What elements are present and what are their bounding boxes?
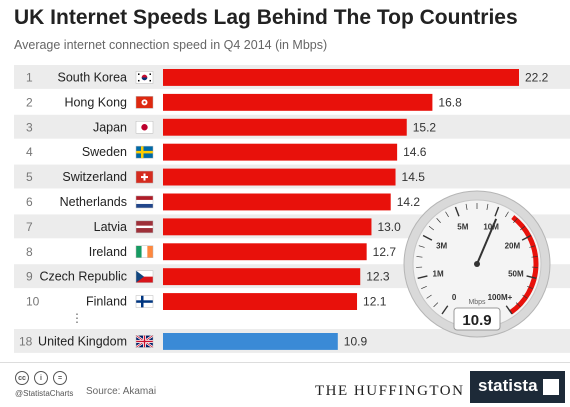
value-label: 14.2 [397,195,421,209]
switzerland-flag [136,171,153,183]
country-label: Czech Republic [39,270,127,284]
country-label: Ireland [89,245,127,259]
rank-label: 9 [26,270,33,284]
gauge-tick-label: 3M [436,241,447,250]
bar [163,69,519,86]
value-label: 16.8 [438,95,462,109]
finland-flag [136,296,153,308]
czech-republic-flag [136,271,153,283]
gauge-tick-label: 50M [508,269,524,278]
no-derivatives-icon: = [53,371,67,385]
statista-mark-icon [543,379,559,395]
country-label: Sweden [82,145,127,159]
rank-label: 6 [26,195,33,209]
bar [163,194,391,211]
united-kingdom-flag [136,335,153,347]
gauge-tick-label: 0 [452,293,457,302]
country-label: Japan [93,120,127,134]
value-label: 15.2 [413,120,437,134]
south-korea-flag [136,71,153,83]
gauge-tick-label: 20M [505,241,521,250]
ellipsis-label: ⋮ [71,311,83,325]
country-label: Latvia [94,220,127,234]
country-label: Hong Kong [64,95,127,109]
bar [163,268,360,285]
rank-label: 10 [26,295,40,309]
value-label: 22.2 [525,70,549,84]
bar [163,333,338,350]
value-label: 12.3 [366,270,390,284]
source-note: Source: Akamai [86,386,156,397]
footer: cc i = @StatistaCharts Source: Akamai TH… [0,362,570,407]
rank-label: 3 [26,120,33,134]
gauge-hub [474,261,480,267]
country-label: South Korea [58,70,128,84]
latvia-flag [136,221,153,233]
bar [163,119,407,136]
bar [163,169,396,186]
gauge-tick-label: 100M+ [488,293,513,302]
country-label: Netherlands [60,195,127,209]
value-label: 13.0 [377,220,401,234]
gauge-tick-label: 1M [433,269,444,278]
attribution-icon: i [34,371,48,385]
statista-handle: @StatistaCharts [15,389,73,398]
value-label: 14.5 [402,170,426,184]
japan-flag [136,121,153,133]
rank-label: 1 [26,70,33,84]
bar-chart: 1 South Korea 22.2 2 Hong Kong 16.8 3 Japan 15.2… [0,0,570,362]
statista-logo: statista [470,371,565,403]
bar [163,218,371,235]
bar [163,144,397,161]
creative-commons-icon: cc [15,371,29,385]
rank-label: 7 [26,220,33,234]
bar [163,243,367,260]
rank-label: 18 [19,334,33,348]
country-label: United Kingdom [38,334,127,348]
bar [163,94,432,111]
rank-label: 4 [26,145,33,159]
value-label: 14.6 [403,145,427,159]
sweden-flag [136,146,153,158]
bar [163,293,357,310]
country-label: Finland [86,295,127,309]
statista-wordmark: statista [478,376,538,396]
rank-label: 8 [26,245,33,259]
value-label: 12.7 [373,245,397,259]
netherlands-flag [136,196,153,208]
ireland-flag [136,246,153,258]
country-label: Switzerland [62,170,127,184]
gauge-readout: 10.9 [462,312,491,329]
hong-kong-flag [136,96,153,108]
gauge-unit-label: Mbps [468,299,486,306]
value-label: 12.1 [363,295,387,309]
gauge-tick-label: 5M [457,223,468,232]
value-label: 10.9 [344,334,368,348]
rank-label: 2 [26,95,33,109]
rank-label: 5 [26,170,33,184]
